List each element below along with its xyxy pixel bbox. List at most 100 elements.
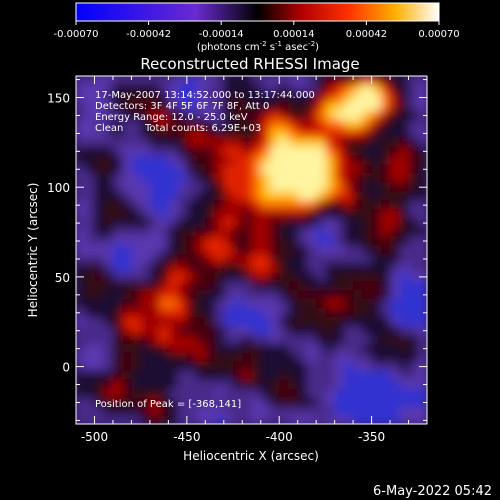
heatmap-cell [325, 289, 336, 300]
heatmap-cell [325, 154, 336, 165]
heatmap-cell [177, 136, 188, 147]
heatmap-cell [122, 415, 133, 424]
heatmap-cell [316, 119, 326, 129]
heatmap-cell [390, 334, 400, 344]
heatmap-cell [140, 76, 151, 84]
heatmap-cell [223, 163, 234, 174]
heatmap-cell [196, 415, 206, 424]
heatmap-cell [103, 145, 114, 156]
heatmap-cell [297, 208, 308, 219]
heatmap-cell [260, 406, 271, 416]
heatmap-cell [112, 83, 123, 93]
heatmap-cell [159, 271, 169, 282]
heatmap-cell [140, 325, 151, 335]
heatmap-cell [316, 262, 326, 273]
heatmap-cell [297, 181, 308, 192]
heatmap-cell [260, 262, 271, 273]
heatmap-cell [205, 199, 216, 210]
heatmap-cell [242, 316, 253, 326]
heatmap-cell [196, 388, 206, 398]
heatmap-cell [269, 307, 280, 317]
heatmap-cell [380, 361, 391, 371]
heatmap-cell [214, 128, 225, 138]
heatmap-cell [399, 343, 410, 353]
heatmap-cell [334, 110, 345, 120]
heatmap-cell [76, 128, 86, 138]
x-tick-label: -500 [81, 430, 108, 444]
heatmap-cell [149, 289, 160, 300]
heatmap-cell [390, 172, 400, 183]
heatmap-cell [140, 406, 151, 416]
heatmap-cell [353, 76, 363, 84]
heatmap-cell [76, 136, 86, 147]
heatmap-cell [306, 83, 317, 93]
heatmap-cell [103, 217, 114, 228]
heatmap-cell [325, 415, 336, 424]
heatmap-cell [131, 154, 142, 165]
heatmap-cell [85, 110, 96, 120]
heatmap-cell [297, 343, 308, 353]
heatmap-cell [260, 253, 271, 264]
heatmap-cell [306, 76, 317, 84]
heatmap-cell [390, 343, 400, 353]
heatmap-cell [233, 181, 243, 192]
heatmap-cell [131, 172, 142, 183]
heatmap-cell [140, 145, 151, 156]
heatmap-cell [159, 397, 169, 407]
heatmap-cell [297, 110, 308, 120]
heatmap-cell [149, 343, 160, 353]
heatmap-cell [251, 352, 262, 362]
heatmap-cell [399, 280, 410, 291]
heatmap-cell [390, 289, 400, 300]
heatmap-cell [251, 217, 262, 228]
heatmap-cell [233, 415, 243, 424]
heatmap-cell [325, 199, 336, 210]
heatmap-cell [417, 217, 427, 228]
heatmap-cell [306, 190, 317, 201]
heatmap-cell [112, 244, 123, 255]
heatmap-cell [260, 280, 271, 291]
heatmap-cell [223, 343, 234, 353]
heatmap-cell [85, 119, 96, 129]
heatmap-cell [94, 181, 105, 192]
heatmap-cell [362, 415, 373, 424]
heatmap-cell [242, 110, 253, 120]
heatmap-cell [223, 406, 234, 416]
heatmap-cell [242, 154, 253, 165]
heatmap-cell [103, 128, 114, 138]
heatmap-cell [177, 415, 188, 424]
heatmap-cell [196, 307, 206, 317]
colorbar-tick-label: -0.00042 [126, 29, 171, 40]
heatmap-cell [408, 352, 419, 362]
heatmap-cell [214, 119, 225, 129]
heatmap-cell [140, 83, 151, 93]
heatmap-cell [131, 343, 142, 353]
heatmap-cell [325, 226, 336, 237]
heatmap-cell [408, 235, 419, 246]
heatmap-cell [316, 136, 326, 147]
heatmap-cell [140, 370, 151, 380]
heatmap-cell [279, 253, 290, 264]
heatmap-cell [242, 388, 253, 398]
heatmap-cell [334, 361, 345, 371]
heatmap-cell [399, 316, 410, 326]
heatmap-cell [269, 92, 280, 102]
heatmap-cell [316, 226, 326, 237]
heatmap-cell [103, 119, 114, 129]
heatmap-cell [325, 388, 336, 398]
heatmap-cell [390, 253, 400, 264]
heatmap-cell [297, 289, 308, 300]
heatmap-cell [177, 316, 188, 326]
heatmap-cell [417, 334, 427, 344]
heatmap-cell [279, 388, 290, 398]
heatmap-cell [390, 101, 400, 111]
heatmap-cell [371, 208, 382, 219]
heatmap-cell [242, 172, 253, 183]
heatmap-cell [196, 325, 206, 335]
heatmap-cell [251, 83, 262, 93]
heatmap-cell [380, 244, 391, 255]
heatmap-cell [242, 128, 253, 138]
heatmap-cell [251, 397, 262, 407]
heatmap-cell [306, 298, 317, 309]
heatmap-cell [316, 235, 326, 246]
